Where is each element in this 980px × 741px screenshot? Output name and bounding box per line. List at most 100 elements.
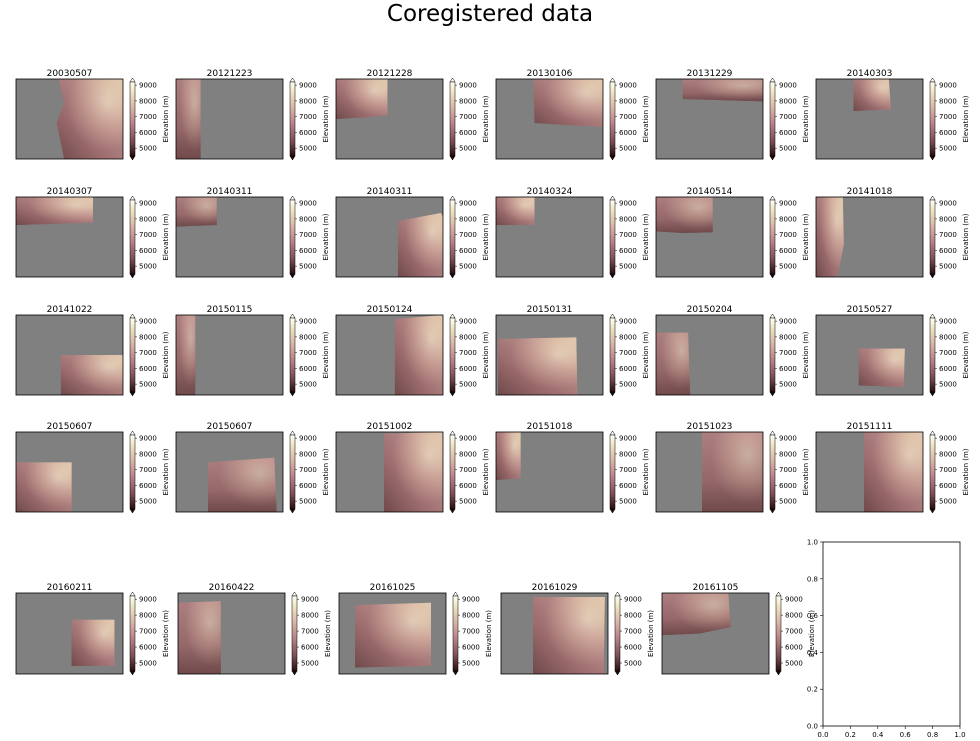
colorbar-tick-label: 7000: [619, 231, 637, 239]
panel-title: 20140324: [527, 187, 573, 197]
elevation-highlight: [496, 197, 535, 225]
colorbar-tick-label: 5000: [619, 498, 637, 506]
dem-panel: 20150527 5000 6000 7000 8000 9000 Elevation (m…: [815, 305, 970, 397]
colorbar-extend-top: [449, 430, 456, 436]
colorbar-tick-label: 8000: [139, 612, 157, 620]
colorbar-tick-label: 8000: [939, 215, 957, 223]
colorbar-tick-label: 9000: [779, 82, 797, 90]
panel-title: 20161025: [370, 583, 416, 593]
colorbar: [609, 199, 616, 275]
panel-title: 20151023: [687, 422, 733, 432]
colorbar-tick-label: 8000: [619, 450, 637, 458]
colorbar: [291, 595, 298, 672]
dem-panel: 20151023 5000 6000 7000 8000 9000 Elevation (m…: [655, 422, 810, 514]
axes-frame: [335, 314, 444, 396]
colorbar-extend-bottom: [769, 273, 776, 279]
colorbar-tick-label: 7000: [299, 466, 317, 474]
panel-title: 20160211: [47, 583, 93, 593]
colorbar-tick-label: 7000: [459, 349, 477, 357]
colorbar-tick-label: 6000: [299, 247, 317, 255]
panel-title: 20130106: [527, 69, 573, 79]
colorbar-tick-label: 7000: [139, 628, 157, 636]
colorbar-tick-label: 8000: [139, 215, 157, 223]
x-tick-label: 0.8: [927, 731, 938, 739]
axes-frame: [815, 196, 924, 278]
colorbar-tick-label: 6000: [624, 644, 642, 652]
colorbar-extend-bottom: [129, 391, 136, 397]
axes-frame: [335, 78, 444, 160]
elevation-highlight: [496, 432, 521, 480]
axes-frame: [175, 314, 284, 396]
colorbar-extend-top: [769, 313, 776, 319]
colorbar-tick-label: 9000: [619, 318, 637, 326]
colorbar-extend-top: [769, 195, 776, 201]
colorbar: [449, 434, 456, 510]
colorbar-tick-label: 7000: [139, 231, 157, 239]
axes-frame: [495, 314, 604, 396]
colorbar-extend-top: [775, 591, 782, 597]
dem-panel: 20030507 5000 6000 7000 8000 9000 Elevation (m…: [15, 69, 170, 161]
colorbar-tick-label: 8000: [299, 333, 317, 341]
elevation-highlight: [178, 601, 221, 674]
panel-title: 20140311: [367, 187, 413, 197]
colorbar-tick-label: 7000: [619, 113, 637, 121]
colorbar-tick-label: 6000: [619, 482, 637, 490]
colorbar: [609, 434, 616, 510]
colorbar-tick-label: 5000: [139, 498, 157, 506]
colorbar-tick-label: 6000: [939, 365, 957, 373]
colorbar-tick-label: 9000: [779, 435, 797, 443]
colorbar-label: Elevation (m): [162, 448, 170, 495]
colorbar-extend-top: [609, 430, 616, 436]
panel-title: 20140514: [687, 187, 733, 197]
colorbar: [449, 81, 456, 157]
colorbar: [452, 595, 459, 672]
colorbar: [289, 199, 296, 275]
colorbar-tick-label: 8000: [619, 333, 637, 341]
colorbar-extend-top: [769, 77, 776, 83]
colorbar-tick-label: 9000: [301, 596, 319, 604]
panel-title: 20161105: [693, 583, 739, 593]
empty-axes: 0.0 0.2 0.4 0.6 0.8 1.0 0.0 0.2 0.4 0.6 0.8 1.0: [807, 539, 966, 740]
colorbar-extend-top: [449, 313, 456, 319]
colorbar-tick-label: 7000: [299, 231, 317, 239]
colorbar-tick-label: 5000: [299, 145, 317, 153]
colorbar-label: Elevation (m): [322, 95, 330, 142]
elevation-highlight: [71, 619, 115, 666]
elevation-highlight: [656, 197, 713, 233]
dem-panel: 20151111 5000 6000 7000 8000 9000 Elevation (m…: [815, 422, 970, 514]
axes-frame: [815, 78, 924, 160]
colorbar-tick-label: 8000: [139, 450, 157, 458]
colorbar-tick-label: 7000: [779, 349, 797, 357]
colorbar-tick-label: 6000: [459, 482, 477, 490]
elevation-highlight: [864, 432, 923, 512]
colorbar-tick-label: 6000: [301, 644, 319, 652]
colorbar-tick-label: 9000: [619, 200, 637, 208]
colorbar-tick-label: 6000: [299, 365, 317, 373]
panel-title: 20131229: [687, 69, 733, 79]
colorbar-extend-bottom: [129, 273, 136, 279]
y-tick-label: 1.0: [807, 539, 818, 547]
axes-frame: [15, 592, 124, 675]
colorbar-tick-label: 7000: [939, 113, 957, 121]
colorbar-tick-label: 8000: [459, 450, 477, 458]
colorbar-extend-bottom: [609, 391, 616, 397]
colorbar-tick-label: 9000: [299, 318, 317, 326]
colorbar-tick-label: 8000: [785, 612, 803, 620]
colorbar-extend-top: [449, 195, 456, 201]
colorbar-tick-label: 9000: [462, 596, 480, 604]
colorbar-tick-label: 5000: [139, 145, 157, 153]
colorbar-tick-label: 7000: [139, 466, 157, 474]
colorbar-tick-label: 8000: [779, 215, 797, 223]
colorbar: [449, 199, 456, 275]
colorbar-extend-top: [289, 195, 296, 201]
colorbar-tick-label: 9000: [139, 596, 157, 604]
colorbar-tick-label: 9000: [459, 435, 477, 443]
dem-panel: 20150607 5000 6000 7000 8000 9000 Elevation (m…: [175, 422, 330, 514]
colorbar-tick-label: 6000: [459, 129, 477, 137]
colorbar-label: Elevation (m): [802, 448, 810, 495]
colorbar-extend-top: [289, 313, 296, 319]
colorbar-tick-label: 8000: [459, 215, 477, 223]
panel-title: 20121228: [367, 69, 413, 79]
panel-title: 20161029: [532, 583, 578, 593]
axes-frame: [495, 78, 604, 160]
